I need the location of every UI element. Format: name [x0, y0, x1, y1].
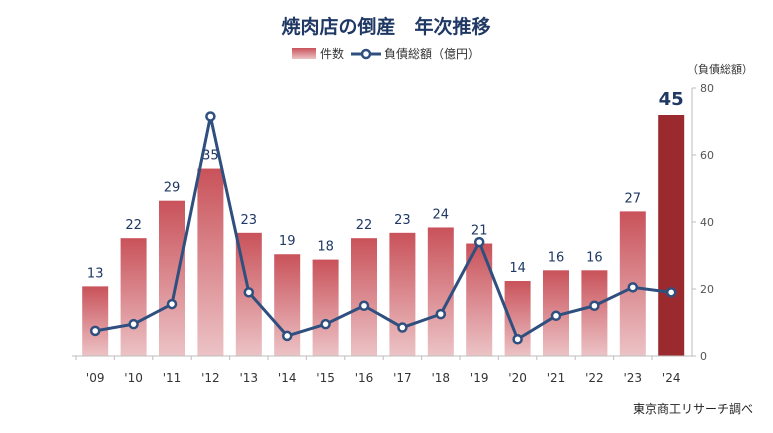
x-tick-label: '23: [624, 371, 643, 385]
x-tick-label: '12: [201, 371, 220, 385]
debt-point: [281, 330, 293, 342]
debt-point: [358, 300, 370, 311]
debt-point: [205, 111, 216, 122]
bar: [389, 232, 416, 356]
x-tick-label: '15: [316, 371, 335, 385]
bar: [427, 227, 454, 356]
debt-point: [435, 308, 447, 320]
bar-value-label: 16: [548, 250, 565, 265]
x-tick-label: '11: [163, 371, 182, 385]
debt-point: [627, 282, 639, 293]
x-tick-label: '18: [432, 371, 451, 385]
x-tick-label: '09: [86, 371, 105, 385]
bar-value-label: 16: [586, 250, 603, 265]
bar: [312, 259, 339, 356]
x-tick-label: '13: [240, 371, 259, 385]
bar-value-label: 23: [241, 213, 258, 228]
x-tick-label: '16: [355, 371, 374, 385]
x-tick-label: '17: [393, 371, 412, 385]
bar-value-label: 45: [659, 89, 684, 110]
debt-line: [94, 114, 672, 341]
bar-value-label: 35: [202, 149, 219, 164]
right-axis: 0 20 40 60 80: [691, 82, 714, 363]
x-tick-label: '14: [278, 371, 297, 385]
debt-point: [665, 287, 677, 298]
right-axis-tick-label: 20: [700, 283, 714, 296]
bar-value-label: 19: [279, 234, 296, 249]
right-axis-tick-label: 40: [700, 216, 714, 229]
bar: [159, 200, 185, 356]
source-note: 東京商工リサーチ調べ: [633, 401, 753, 416]
x-tick-label: '19: [470, 371, 489, 385]
debt-point: [89, 325, 101, 337]
x-tick-label: '24: [662, 371, 681, 385]
debt-point: [397, 322, 408, 333]
debt-point: [589, 300, 600, 311]
bar-value-label: 22: [356, 218, 373, 233]
right-axis-unit-label: （負債総額）: [687, 62, 753, 76]
chart-title: 焼肉店の倒産 年次推移: [281, 15, 490, 38]
debt-point: [166, 298, 178, 310]
bar: [120, 238, 147, 356]
legend-bar-label: 件数: [320, 46, 344, 61]
bar-series: [82, 115, 685, 356]
bar-value-label: 13: [87, 266, 104, 281]
bar-value-label: 21: [471, 224, 488, 239]
debt-point: [320, 318, 331, 330]
debt-point: [243, 287, 255, 298]
legend: 件数 負債総額（億円）: [292, 46, 480, 61]
bar-value-label: 22: [125, 218, 142, 233]
x-tick-label: '21: [547, 371, 566, 385]
bar-value-label: 27: [625, 191, 642, 206]
bar: [351, 238, 377, 356]
debt-point: [512, 334, 523, 345]
legend-line-marker: [360, 48, 372, 60]
debt-point: [473, 236, 485, 248]
debt-point: [128, 318, 139, 330]
bar-value-label: 18: [317, 240, 334, 255]
x-tick-label: '22: [585, 371, 604, 385]
x-tick-label: '20: [508, 371, 527, 385]
legend-line-label: 負債総額（億円）: [384, 46, 480, 61]
legend-bar-swatch: [292, 48, 316, 59]
right-axis-tick-label: 0: [700, 350, 707, 363]
bar: [581, 270, 608, 356]
bar-value-label: 14: [509, 261, 526, 276]
bar-value-label: 24: [433, 207, 450, 222]
right-axis-tick-label: 60: [700, 149, 714, 162]
x-tick-label: '10: [124, 371, 143, 385]
bar-value-label: 29: [164, 181, 181, 196]
bar: [197, 168, 224, 356]
bar: [658, 115, 685, 356]
bar-value-labels: 13 22 29 35 23 19 18 22 23 24 21 14 16 16 27 45: [87, 89, 684, 281]
right-axis-tick-label: 80: [700, 82, 714, 95]
line-series: [89, 111, 677, 345]
bar-value-label: 23: [394, 213, 411, 228]
bar: [82, 286, 109, 356]
x-axis-ticks: '09 '10 '11 '12 '13 '14 '15 '16 '17 '18 '19 '20 '21 '…: [75, 356, 681, 385]
debt-point: [550, 310, 562, 322]
